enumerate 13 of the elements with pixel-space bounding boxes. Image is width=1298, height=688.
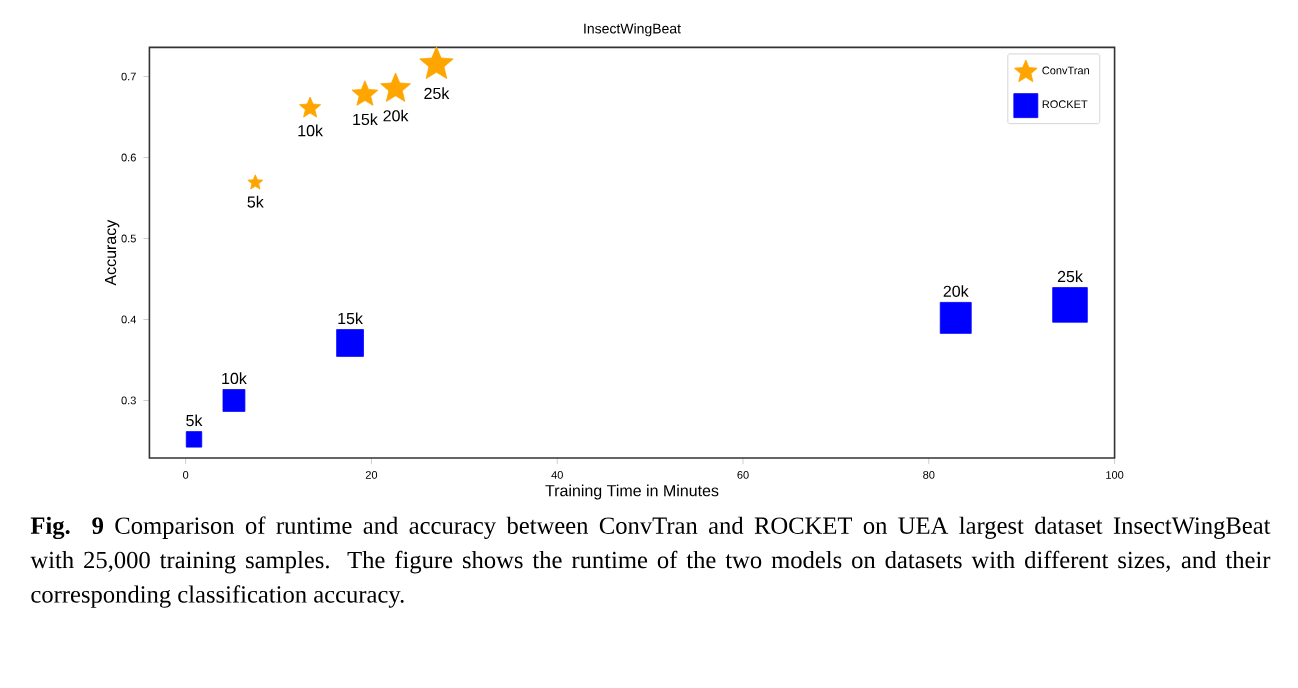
annotation: 5k — [186, 414, 203, 427]
annotation: 25k — [424, 87, 450, 100]
annotation: 15k — [338, 312, 363, 325]
text: Fig. 9 Comparison of runtime and accuracy between ConvTran and ROCKET on UEA largest dataset InsectWingBeat with 25,000 training samples. The figure shows the runtime of the two models on datasets with different sizes, and their corresponding classification accuracy. — [30, 516, 1271, 608]
annotation: 15k — [353, 113, 378, 126]
annotation: 25k — [1057, 270, 1083, 283]
annotation: 20k — [943, 285, 969, 297]
annotation: 10k — [298, 124, 324, 137]
annotation: 5k — [247, 195, 264, 208]
annotation: 20k — [383, 109, 409, 122]
annotation: 10k — [222, 372, 247, 385]
x-axis-title: Training Time in Minutes — [545, 484, 719, 500]
y-axis-title: Accuracy — [104, 219, 120, 286]
